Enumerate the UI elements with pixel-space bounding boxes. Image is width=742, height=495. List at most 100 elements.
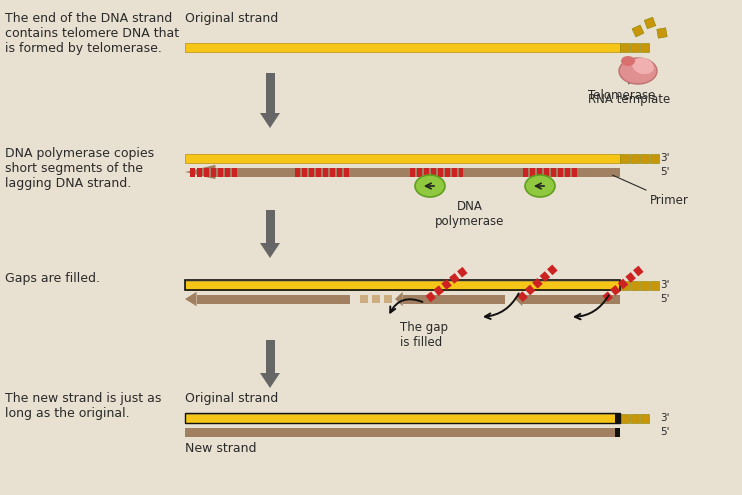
- Bar: [302, 167, 307, 177]
- Bar: [424, 167, 429, 177]
- Bar: [384, 295, 392, 303]
- Bar: [630, 281, 639, 290]
- Bar: [539, 271, 550, 282]
- Bar: [603, 292, 613, 302]
- Bar: [457, 267, 467, 278]
- Bar: [523, 167, 528, 177]
- Bar: [372, 295, 380, 303]
- Bar: [185, 280, 620, 290]
- Ellipse shape: [619, 58, 657, 84]
- Text: Gaps are filled.: Gaps are filled.: [5, 272, 100, 285]
- Bar: [431, 167, 436, 177]
- Bar: [615, 428, 620, 437]
- Bar: [438, 167, 443, 177]
- Bar: [650, 281, 659, 290]
- Bar: [441, 279, 452, 290]
- Bar: [215, 167, 620, 177]
- Text: 3': 3': [660, 280, 669, 290]
- Bar: [197, 295, 350, 303]
- Bar: [572, 167, 577, 177]
- Bar: [630, 413, 639, 423]
- Bar: [330, 167, 335, 177]
- Bar: [615, 413, 620, 423]
- Bar: [620, 153, 629, 162]
- Bar: [449, 273, 459, 284]
- Bar: [632, 25, 644, 37]
- Bar: [644, 17, 656, 29]
- Bar: [633, 266, 643, 276]
- Polygon shape: [260, 373, 280, 388]
- Bar: [565, 167, 570, 177]
- Polygon shape: [260, 113, 280, 128]
- Text: DNA polymerase copies
short segments of the
lagging DNA strand.: DNA polymerase copies short segments of …: [5, 147, 154, 190]
- Bar: [620, 413, 629, 423]
- Bar: [266, 340, 275, 373]
- Bar: [517, 292, 528, 302]
- Bar: [433, 286, 444, 296]
- Bar: [218, 167, 223, 177]
- Text: The end of the DNA strand
contains telomere DNA that
is formed by telomerase.: The end of the DNA strand contains telom…: [5, 12, 179, 55]
- Text: 3': 3': [660, 413, 669, 423]
- Bar: [640, 43, 649, 51]
- Bar: [530, 167, 535, 177]
- Bar: [344, 167, 349, 177]
- Bar: [544, 167, 549, 177]
- Bar: [190, 167, 195, 177]
- Text: 5': 5': [660, 294, 669, 304]
- Text: The new strand is just as
long as the original.: The new strand is just as long as the or…: [5, 392, 161, 420]
- Bar: [630, 153, 639, 162]
- Bar: [626, 272, 636, 283]
- Bar: [316, 167, 321, 177]
- Bar: [522, 295, 620, 303]
- Bar: [551, 167, 556, 177]
- Bar: [360, 295, 368, 303]
- Bar: [295, 167, 300, 177]
- Polygon shape: [185, 165, 215, 179]
- Polygon shape: [260, 243, 280, 258]
- Text: RNA template: RNA template: [588, 93, 670, 106]
- Bar: [657, 28, 667, 38]
- Ellipse shape: [621, 56, 635, 66]
- Bar: [650, 153, 659, 162]
- Bar: [558, 167, 563, 177]
- Bar: [459, 167, 463, 177]
- Text: Original strand: Original strand: [185, 12, 278, 25]
- Polygon shape: [395, 292, 403, 306]
- Bar: [445, 167, 450, 177]
- Bar: [266, 73, 275, 113]
- Ellipse shape: [415, 175, 445, 197]
- Text: Telomerase: Telomerase: [588, 67, 655, 102]
- Bar: [532, 278, 542, 289]
- Bar: [620, 281, 629, 290]
- Polygon shape: [515, 292, 522, 306]
- Bar: [185, 43, 620, 51]
- Bar: [266, 210, 275, 243]
- Bar: [323, 167, 328, 177]
- Bar: [204, 167, 209, 177]
- Bar: [640, 281, 649, 290]
- Text: 5': 5': [660, 167, 669, 177]
- Bar: [309, 167, 314, 177]
- Bar: [620, 43, 629, 51]
- Text: Original strand: Original strand: [185, 392, 278, 405]
- Polygon shape: [185, 292, 197, 306]
- Bar: [185, 281, 620, 290]
- Ellipse shape: [525, 175, 555, 197]
- Bar: [232, 167, 237, 177]
- Bar: [410, 167, 415, 177]
- Bar: [610, 285, 620, 296]
- Bar: [547, 265, 557, 275]
- Bar: [525, 285, 535, 296]
- Bar: [618, 279, 628, 289]
- Bar: [537, 167, 542, 177]
- Bar: [225, 167, 230, 177]
- Bar: [452, 167, 457, 177]
- Bar: [640, 153, 649, 162]
- Text: New strand: New strand: [185, 442, 257, 455]
- Text: 5': 5': [660, 427, 669, 437]
- Bar: [185, 413, 620, 423]
- Text: DNA
polymerase: DNA polymerase: [436, 200, 505, 228]
- Bar: [630, 43, 639, 51]
- Bar: [417, 167, 422, 177]
- Text: Primer: Primer: [613, 175, 689, 207]
